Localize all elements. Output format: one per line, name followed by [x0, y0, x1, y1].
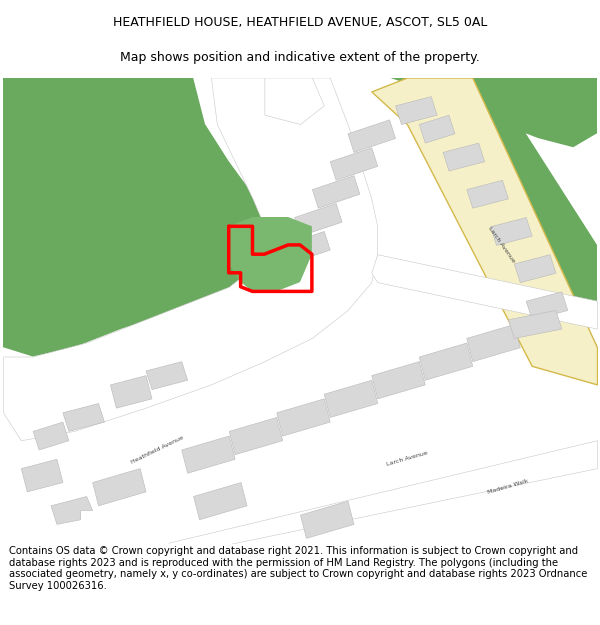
Text: Heathfield Avenue: Heathfield Avenue — [130, 434, 185, 464]
Text: Larch Avenue: Larch Avenue — [386, 451, 428, 467]
Text: Madeira Walk: Madeira Walk — [487, 479, 529, 495]
Text: Map shows position and indicative extent of the property.: Map shows position and indicative extent… — [120, 51, 480, 64]
Text: Contains OS data © Crown copyright and database right 2021. This information is : Contains OS data © Crown copyright and d… — [9, 546, 587, 591]
Text: HEATHFIELD HOUSE, HEATHFIELD AVENUE, ASCOT, SL5 0AL: HEATHFIELD HOUSE, HEATHFIELD AVENUE, ASC… — [113, 16, 487, 29]
Text: Larch Avenue: Larch Avenue — [488, 226, 516, 264]
